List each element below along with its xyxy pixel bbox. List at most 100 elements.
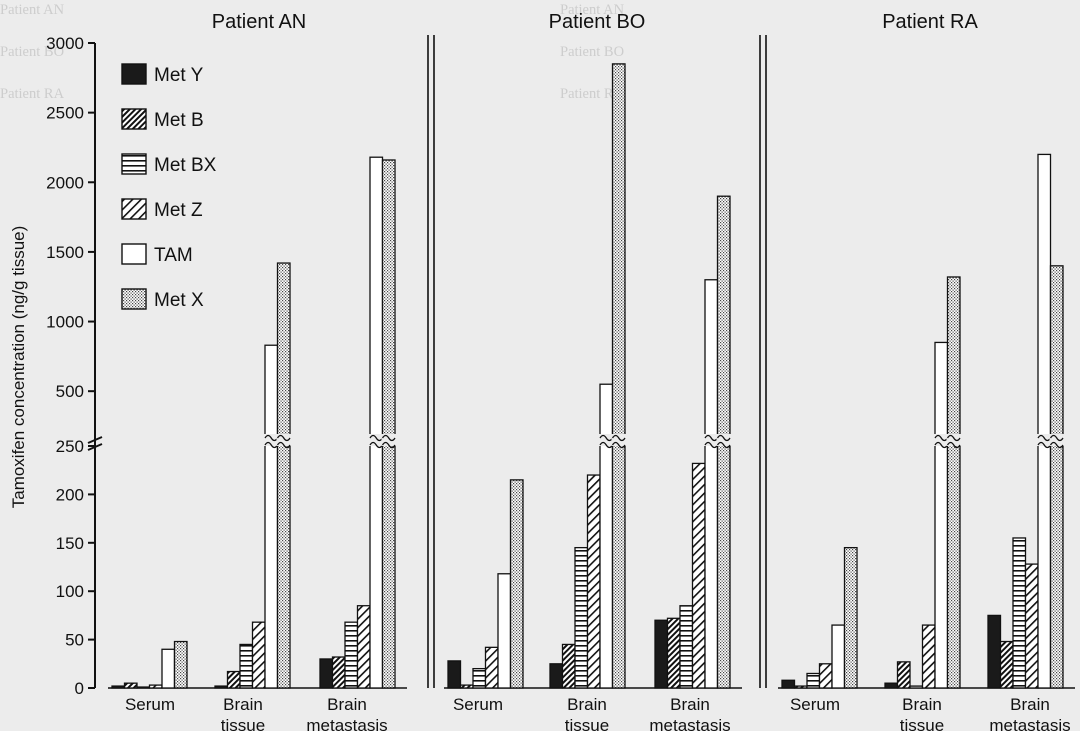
legend-label: Met B [154,110,204,131]
bar-met-x [946,276,961,689]
bar-break-wave [934,434,949,449]
bar-met-b [226,670,241,689]
bar-met-b [459,684,474,689]
legend-item-met-x: Met X [121,288,204,311]
bar-met-bx [574,546,589,689]
bar-tam [599,383,614,689]
panel-patient-ra: Patient RA Serum Brain tissue Brain metastasi… [778,11,1075,731]
y-tick-label: 200 [56,485,84,504]
bar-met-y [654,619,669,689]
legend-swatch [121,108,147,130]
bar-break-wave [716,434,731,449]
x-category-label: Brain tissue [221,695,265,731]
bar-break-wave [381,434,396,449]
bar-met-bx [806,672,821,689]
bar-met-z [818,663,833,689]
bar-tam [497,573,512,689]
bar-met-b [123,682,138,689]
bar-met-bx [239,643,254,689]
bar-break-wave [704,434,719,449]
y-tick-label: 1000 [46,313,84,332]
bar-break-wave [264,434,279,449]
legend-item-tam: TAM [121,243,193,266]
bar-met-bx [909,685,924,689]
legend-item-met-y: Met Y [121,63,204,86]
bar-group-brain-metastasis: Brain metastasis [649,195,731,731]
bar-met-x [381,159,396,689]
y-tick-label: 250 [56,437,84,456]
bar-tam [934,341,949,689]
bar-met-bx [472,667,487,689]
bar-group-brain-tissue: Brain tissue [549,63,626,731]
bar-met-b [793,685,808,689]
x-category-label: Brain metastasis [989,695,1070,731]
bar-group-serum: Serum [111,640,188,714]
bar-met-b [896,661,911,689]
bar-met-x [1049,265,1064,689]
panel-title: Patient AN [212,11,307,33]
bar-met-bx [344,621,359,689]
bar-group-serum: Serum [447,479,524,714]
bar-met-y [111,685,126,689]
panel-patient-an: Patient AN Serum Brain tissue Brain metastasi… [108,11,407,731]
bar-break-wave [946,434,961,449]
bar-break-wave [1037,434,1052,449]
panel-title: Patient RA [882,11,978,33]
y-tick-label: 150 [56,534,84,553]
legend-label: Met Y [154,65,204,86]
legend-swatch [121,288,147,310]
x-category-label: Serum [790,695,840,714]
bar-met-y [447,660,462,689]
panel-patient-bo: Patient BO Serum Brain tissue Brain metastasi… [444,11,742,731]
bar-met-bx [1012,537,1027,689]
bar-tam [264,344,279,689]
x-category-label: Brain metastasis [649,695,730,731]
legend-swatch [121,63,147,85]
bar-met-y [549,663,564,689]
legend-item-met-bx: Met BX [121,153,217,176]
legend-item-met-b: Met B [121,108,204,131]
x-category-label: Brain tissue [900,695,944,731]
legend-label: Met Z [154,200,203,221]
bar-met-bx [679,605,694,689]
x-category-label: Brain tissue [565,695,609,731]
y-axis-title: Tamoxifen concentration (ng/g tissue) [9,226,28,509]
panel-title: Patient BO [549,11,646,33]
y-tick-label: 50 [65,631,84,650]
legend-swatch [121,243,147,265]
legend-item-met-z: Met Z [121,198,203,221]
bar-break-wave [611,434,626,449]
bar-met-x [611,63,626,689]
bar-met-b [331,656,346,689]
legend-swatch [121,198,147,220]
bar-met-z [251,621,266,689]
bar-met-y [781,679,796,689]
y-tick-label: 2000 [46,173,84,192]
bar-tam [831,624,846,689]
legend-swatch [121,153,147,175]
bar-met-y [884,682,899,689]
bar-break-wave [276,434,291,449]
bar-tam [369,156,384,689]
x-category-label: Brain metastasis [306,695,387,731]
bar-tam [161,648,176,689]
bar-met-b [561,643,576,689]
x-category-label: Serum [453,695,503,714]
legend-label: TAM [154,245,193,266]
bar-met-z [586,474,601,689]
bar-met-bx [136,686,151,689]
bar-break-wave [1049,434,1064,449]
bar-met-z [1024,563,1039,689]
bar-group-serum: Serum [781,546,858,714]
bar-group-brain-metastasis: Brain metastasis [987,153,1071,731]
bar-tam [704,279,719,689]
y-tick-label: 0 [75,679,84,698]
x-category-label: Serum [125,695,175,714]
bar-met-z [148,684,163,689]
bar-met-x [173,640,188,689]
bar-met-y [214,685,229,689]
y-tick-label: 500 [56,382,84,401]
y-tick-label: 2500 [46,104,84,123]
bar-group-brain-tissue: Brain tissue [214,262,291,731]
